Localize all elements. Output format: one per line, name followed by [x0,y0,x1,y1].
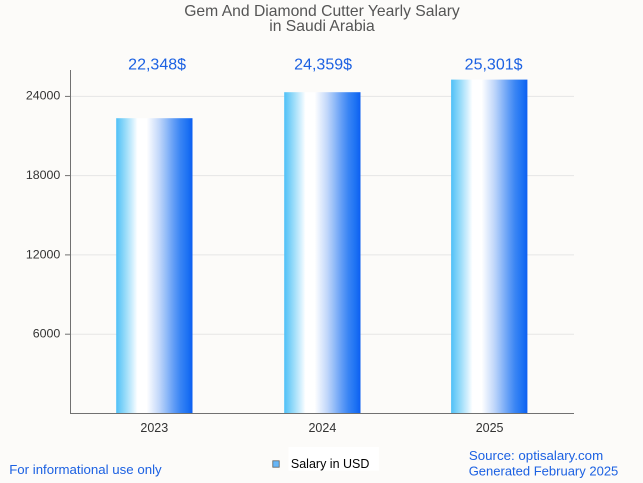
svg-text:2024: 2024 [308,421,336,435]
svg-text:Gem And Diamond Cutter Yearly: Gem And Diamond Cutter Yearly Salary [184,3,460,20]
svg-text:24000: 24000 [26,89,61,103]
svg-text:18000: 18000 [26,168,61,182]
svg-text:Generated February 2025: Generated February 2025 [469,464,619,479]
svg-text:6000: 6000 [33,327,61,341]
svg-text:2023: 2023 [140,421,168,435]
svg-text:in Saudi Arabia: in Saudi Arabia [269,18,375,35]
svg-text:Salary in USD: Salary in USD [291,457,370,471]
svg-text:22,348$: 22,348$ [128,56,186,73]
svg-text:For informational use only: For informational use only [9,462,162,477]
svg-text:25,301$: 25,301$ [465,56,523,73]
svg-text:12000: 12000 [26,247,61,261]
svg-text:2025: 2025 [476,421,504,435]
svg-text:Source: optisalary.com: Source: optisalary.com [469,448,603,463]
svg-text:24,359$: 24,359$ [294,56,352,73]
